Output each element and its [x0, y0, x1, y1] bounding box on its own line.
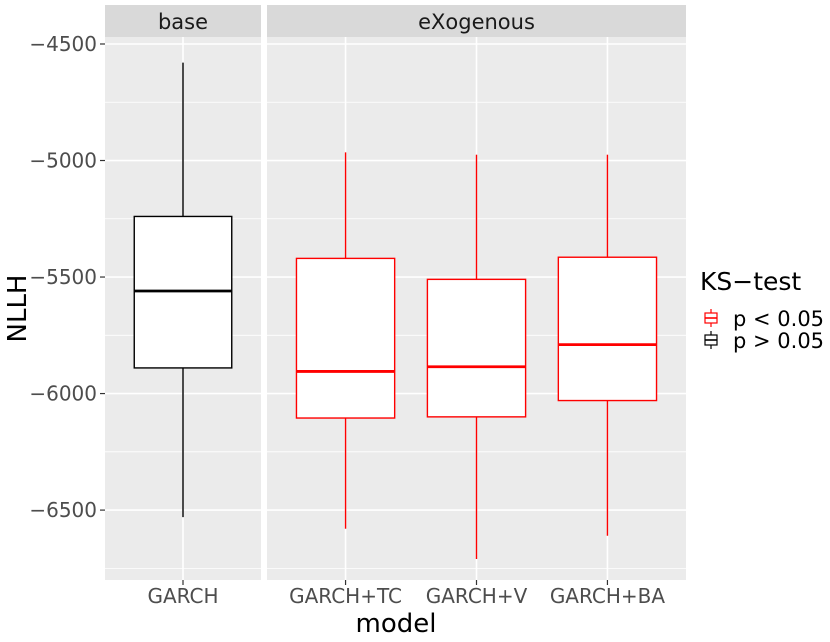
y-axis-title: NLLH — [3, 275, 33, 343]
x-tick-label: GARCH+BA — [550, 584, 666, 608]
legend-label: p > 0.05 — [733, 329, 824, 353]
legend-title: KS−test — [700, 267, 801, 296]
box-iqr — [295, 257, 396, 419]
box-iqr — [557, 256, 658, 402]
strip-background — [105, 5, 261, 37]
y-tick-label: −4500 — [29, 32, 97, 56]
legend-label: p < 0.05 — [733, 307, 824, 331]
strip-background — [267, 5, 686, 37]
y-tick-label: −5500 — [29, 265, 97, 289]
strip-label: base — [158, 10, 208, 34]
x-tick-label: GARCH — [147, 584, 218, 608]
y-tick-label: −6000 — [29, 382, 97, 406]
x-tick-label: GARCH+TC — [289, 584, 402, 608]
x-axis-title: model — [356, 609, 437, 639]
y-tick-label: −5000 — [29, 149, 97, 173]
x-tick-label: GARCH+V — [426, 584, 528, 608]
y-tick-label: −6500 — [29, 498, 97, 522]
box-iqr — [426, 278, 527, 418]
strip-label: eXogenous — [418, 10, 535, 34]
